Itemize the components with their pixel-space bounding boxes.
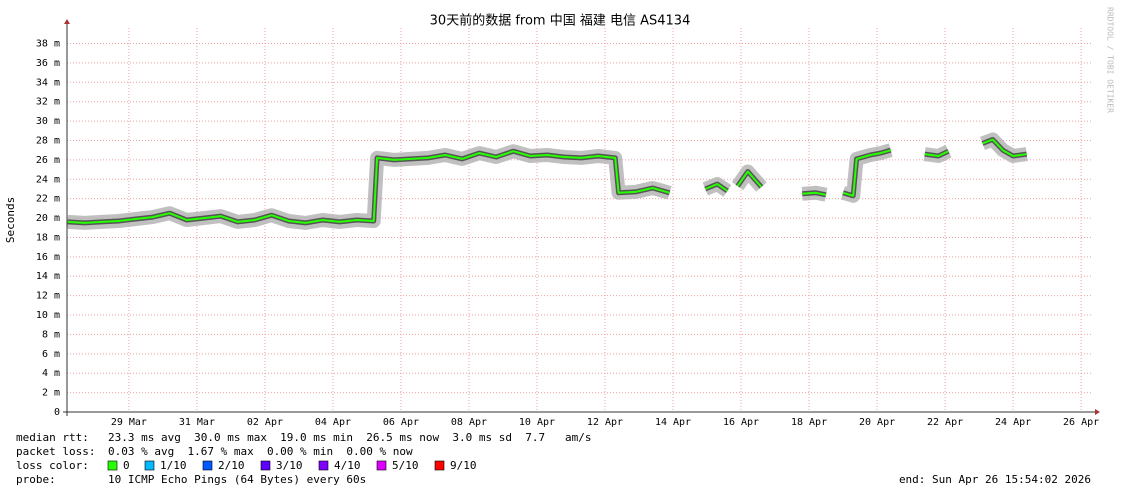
y-tick-label: 18 m (36, 232, 60, 243)
loss-swatch (144, 460, 155, 471)
loss-swatch (318, 460, 329, 471)
y-tick-label: 4 m (42, 368, 60, 379)
x-tick-label: 14 Apr (655, 417, 691, 428)
y-tick-label: 22 m (36, 194, 60, 205)
y-tick-label: 28 m (36, 135, 60, 146)
x-tick-label: 24 Apr (995, 417, 1031, 428)
loss-swatch (202, 460, 213, 471)
y-tick-label: 24 m (36, 174, 60, 185)
y-tick-label: 6 m (42, 349, 60, 360)
stat-text: 0.03 % avg 1.67 % max 0.00 % min 0.00 % … (108, 445, 413, 458)
median-line (67, 138, 1027, 224)
y-tick-label: 0 (54, 407, 60, 418)
y-tick-label: 32 m (36, 97, 60, 108)
x-tick-label: 08 Apr (451, 417, 487, 428)
chart-title: 30天前的数据 from 中国 福建 电信 AS4134 (430, 13, 691, 29)
loss-label: 9/10 (450, 459, 477, 472)
loss-label: 5/10 (392, 459, 419, 472)
y-tick-label: 14 m (36, 271, 60, 282)
loss-swatch (107, 460, 118, 471)
stat-label: median rtt: (16, 431, 89, 444)
y-tick-label: 26 m (36, 155, 60, 166)
x-tick-label: 10 Apr (519, 417, 555, 428)
probe-text: 10 ICMP Echo Pings (64 Bytes) every 60s (108, 473, 366, 486)
probe-label: probe: (16, 473, 56, 486)
end-time: end: Sun Apr 26 15:54:02 2026 (899, 473, 1091, 486)
loss-label: 2/10 (218, 459, 245, 472)
y-tick-label: 16 m (36, 252, 60, 263)
x-tick-label: 31 Mar (179, 417, 215, 428)
y-tick-label: 12 m (36, 291, 60, 302)
x-tick-label: 12 Apr (587, 417, 623, 428)
y-tick-label: 30 m (36, 116, 60, 127)
loss-label: 1/10 (160, 459, 187, 472)
y-tick-label: 38 m (36, 39, 60, 50)
loss-label: 3/10 (276, 459, 303, 472)
x-tick-label: 02 Apr (247, 417, 283, 428)
y-tick-label: 10 m (36, 310, 60, 321)
x-tick-label: 26 Apr (1063, 417, 1099, 428)
stat-label: packet loss: (16, 445, 95, 458)
x-tick-label: 22 Apr (927, 417, 963, 428)
loss-swatch (376, 460, 387, 471)
y-tick-label: 34 m (36, 77, 60, 88)
loss-label: loss color: (16, 459, 89, 472)
y-tick-label: 36 m (36, 58, 60, 69)
axis-arrow (64, 19, 70, 24)
watermark: RRDTOOL / TOBI OETIKER (1106, 7, 1115, 113)
x-tick-label: 16 Apr (723, 417, 759, 428)
x-tick-label: 29 Mar (111, 417, 147, 428)
y-axis-title: Seconds (4, 197, 17, 243)
x-tick-label: 04 Apr (315, 417, 351, 428)
x-tick-label: 20 Apr (859, 417, 895, 428)
stat-text: 23.3 ms avg 30.0 ms max 19.0 ms min 26.5… (108, 431, 591, 444)
y-tick-label: 8 m (42, 329, 60, 340)
y-tick-label: 20 m (36, 213, 60, 224)
y-tick-label: 2 m (42, 388, 60, 399)
x-tick-label: 18 Apr (791, 417, 827, 428)
loss-label: 4/10 (334, 459, 361, 472)
loss-label: 0 (123, 459, 130, 472)
x-tick-label: 06 Apr (383, 417, 419, 428)
axis-arrow (1095, 409, 1100, 415)
loss-swatch (260, 460, 271, 471)
loss-swatch (434, 460, 445, 471)
